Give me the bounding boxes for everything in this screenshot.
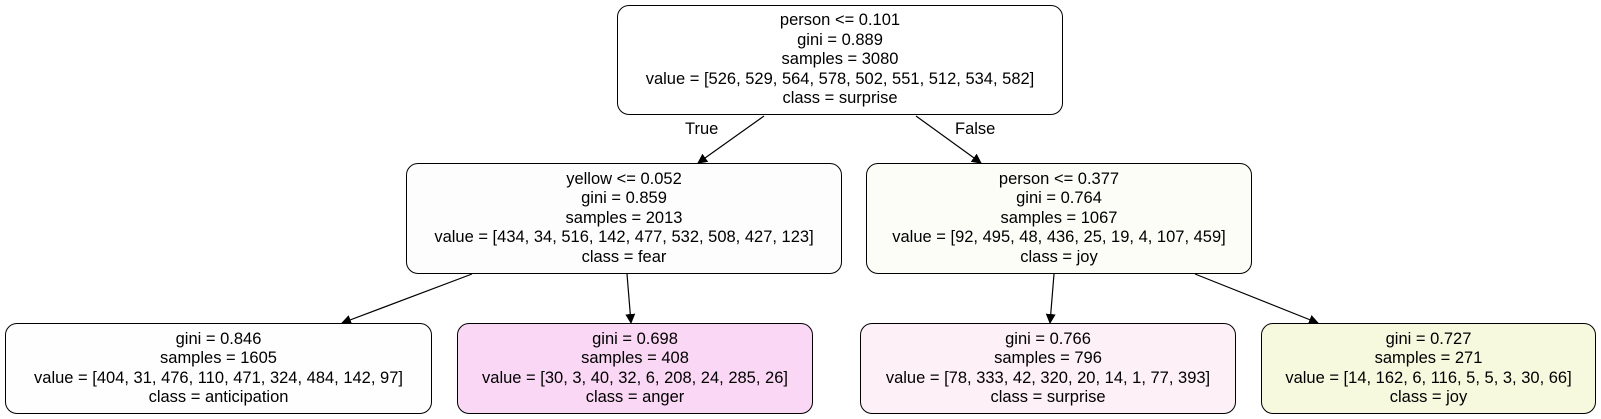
node-class-text: class = joy — [1020, 247, 1098, 266]
node-samples-text: samples = 271 — [1374, 349, 1483, 367]
tree-edge — [625, 273, 636, 324]
node-value-text: value = [78, 333, 42, 320, 20, 14, 1, 77… — [885, 368, 1211, 387]
node-class-text: class = surprise — [990, 388, 1106, 406]
edge-label-false: False — [955, 120, 996, 138]
tree-edge — [1045, 273, 1056, 324]
edge-label-true: True — [685, 120, 719, 138]
tree-edge — [341, 273, 473, 325]
node-gini-text: gini = 0.846 — [175, 329, 262, 348]
tree-edge — [915, 115, 982, 164]
node-split-text: person <= 0.101 — [779, 11, 901, 30]
node-samples-text: samples = 408 — [581, 349, 689, 367]
node-samples-text: samples = 3080 — [781, 50, 899, 69]
node-split-text: yellow <= 0.052 — [566, 169, 682, 188]
tree-node: gini = 0.846 samples = 1605 value = [404, … — [5, 323, 432, 414]
node-gini-text: gini = 0.764 — [1016, 189, 1102, 208]
node-samples-text: samples = 1067 — [1000, 208, 1118, 227]
tree-node: gini = 0.766 samples = 796 value = [78, 33… — [860, 323, 1236, 414]
node-samples-text: samples = 796 — [994, 349, 1102, 367]
node-split-text: person <= 0.377 — [998, 169, 1120, 188]
node-class-text: class = anticipation — [148, 388, 289, 406]
node-class-text: class = joy — [1389, 388, 1468, 406]
node-value-text: value = [14, 162, 6, 116, 5, 5, 3, 30, 6… — [1285, 368, 1572, 387]
node-value-text: value = [92, 495, 48, 436, 25, 19, 4, 10… — [892, 228, 1226, 247]
node-gini-text: gini = 0.727 — [1385, 329, 1472, 348]
node-gini-text: gini = 0.698 — [592, 329, 678, 348]
tree-node: gini = 0.727 samples = 271 value = [14, 16… — [1261, 323, 1596, 414]
node-class-text: class = surprise — [782, 89, 898, 108]
tree-edge — [697, 115, 765, 164]
tree-node: gini = 0.698 samples = 408 value = [30, 3,… — [457, 323, 813, 414]
tree-node: person <= 0.377 gini = 0.764 samples = 106… — [866, 163, 1252, 274]
tree-edge — [1194, 273, 1319, 325]
node-gini-text: gini = 0.859 — [581, 189, 667, 208]
tree-node: person <= 0.101 gini = 0.889 samples = 308… — [617, 5, 1063, 115]
node-gini-text: gini = 0.889 — [797, 30, 883, 49]
node-value-text: value = [404, 31, 476, 110, 471, 324, 48… — [34, 368, 403, 387]
node-class-text: class = fear — [581, 247, 667, 266]
node-value-text: value = [434, 34, 516, 142, 477, 532, 50… — [434, 228, 814, 247]
node-samples-text: samples = 2013 — [565, 208, 683, 227]
node-value-text: value = [526, 529, 564, 578, 502, 551, 5… — [645, 69, 1035, 88]
node-value-text: value = [30, 3, 40, 32, 6, 208, 24, 285,… — [482, 368, 788, 387]
node-samples-text: samples = 1605 — [160, 349, 277, 367]
node-class-text: class = anger — [585, 388, 685, 406]
node-gini-text: gini = 0.766 — [1005, 329, 1091, 348]
tree-node: yellow <= 0.052 gini = 0.859 samples = 201… — [406, 163, 842, 274]
